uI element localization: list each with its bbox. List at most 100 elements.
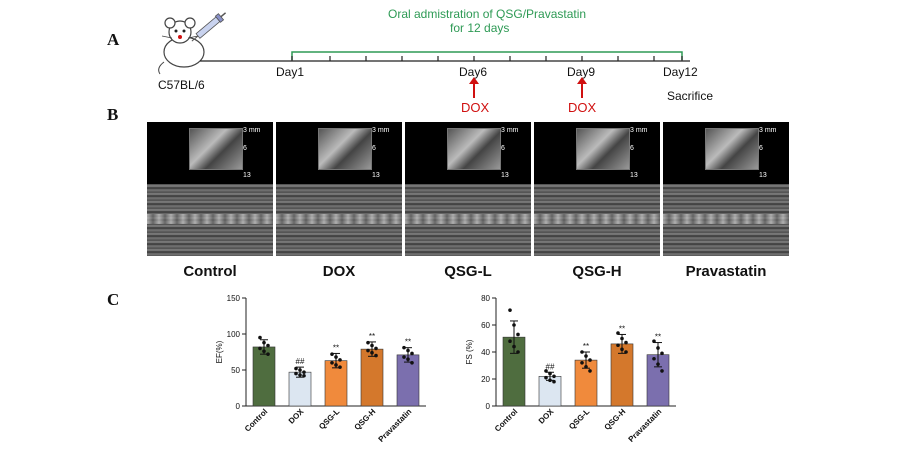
panel-c-letter: C: [107, 290, 120, 309]
mouse-syringe-icon: [158, 12, 227, 75]
x-tick-label: QSG-H: [352, 407, 377, 432]
data-point: [548, 371, 552, 376]
x-tick-label: Control: [493, 407, 519, 433]
day-label-9: Day9: [567, 65, 596, 79]
group-label-pravastatin: Pravastatin: [685, 263, 767, 280]
x-tick-label: Control: [243, 407, 269, 433]
y-tick-label: 50: [231, 366, 240, 375]
data-point: [298, 373, 302, 377]
data-point: [374, 353, 378, 358]
data-point: [584, 365, 588, 369]
x-tick-label: Pravastatin: [627, 407, 664, 444]
admin-text-line1: Oral admistration of QSG/Pravastatin: [388, 7, 587, 21]
significance-label: ##: [296, 357, 305, 366]
dox-arrow-2: [577, 77, 587, 98]
significance-label: **: [583, 342, 589, 351]
data-point: [508, 308, 512, 312]
data-point: [548, 378, 552, 383]
data-point: [656, 346, 660, 350]
significance-label: **: [369, 332, 375, 341]
data-point: [262, 349, 266, 354]
data-point: [620, 347, 624, 352]
data-point: [302, 373, 306, 378]
data-point: [410, 351, 414, 356]
data-point: [298, 368, 302, 372]
strain-label: C57BL/6: [158, 78, 205, 92]
data-point: [402, 355, 406, 359]
dox-label-1: DOX: [461, 100, 490, 115]
significance-label: **: [405, 338, 411, 347]
data-point: [624, 350, 628, 354]
dox-arrow-1: [469, 77, 479, 98]
x-tick-label: QSG-H: [602, 407, 627, 432]
echo-image-qsg-h: 3 mm 6 13: [534, 122, 660, 256]
data-point: [410, 361, 414, 365]
data-point: [656, 362, 660, 366]
data-point: [330, 361, 334, 365]
y-tick-label: 150: [227, 294, 241, 303]
x-tick-label: DOX: [537, 407, 556, 426]
timeline: [200, 51, 690, 98]
x-tick-label: QSG-L: [567, 407, 591, 431]
data-point: [258, 335, 262, 340]
data-point: [374, 346, 378, 351]
timeline-ticks: [291, 56, 683, 61]
y-tick-label: 60: [481, 321, 490, 330]
data-point: [294, 366, 298, 371]
data-point: [512, 344, 516, 349]
data-point: [516, 332, 520, 337]
data-point: [616, 343, 620, 348]
echo-image-qsg-l: 3 mm 6 13: [405, 122, 531, 256]
data-point: [544, 375, 548, 380]
data-point: [620, 336, 624, 341]
data-point: [544, 369, 548, 373]
y-tick-label: 20: [481, 375, 490, 384]
data-point: [580, 361, 584, 365]
data-point: [406, 357, 410, 361]
data-point: [652, 356, 656, 361]
data-point: [338, 358, 342, 362]
panel-a-letter: A: [107, 30, 120, 49]
data-point: [330, 352, 334, 356]
data-point: [584, 354, 588, 358]
y-tick-label: 100: [227, 330, 241, 339]
x-tick-label: QSG-L: [317, 407, 341, 431]
admin-bracket: [291, 51, 683, 60]
y-tick-label: 40: [481, 348, 490, 357]
data-point: [334, 363, 338, 367]
data-point: [616, 331, 620, 335]
data-point: [406, 348, 410, 353]
y-tick-label: 0: [236, 402, 241, 411]
data-point: [266, 352, 270, 356]
data-point: [624, 340, 628, 345]
data-point: [334, 355, 338, 359]
y-axis-label: FS (%): [465, 339, 474, 364]
sacrifice-label: Sacrifice: [667, 89, 714, 103]
echo-scale: 3 mm 6 13: [243, 127, 261, 179]
admin-text-line2: for 12 days: [450, 21, 510, 35]
data-point: [366, 340, 370, 345]
x-tick-label: Pravastatin: [377, 407, 414, 444]
group-label-control: Control: [183, 263, 237, 280]
echo-inset: [189, 128, 243, 170]
day-label-1: Day1: [276, 65, 305, 79]
data-point: [588, 358, 592, 362]
day-label-12: Day12: [663, 65, 698, 79]
group-label-dox: DOX: [322, 263, 356, 280]
fs-chart: 0 20 40 60 80 FS (%) Control ## DOX ** QSG-L ** QSG-…: [465, 294, 676, 444]
echo-image-pravastatin: 3 mm 6 13: [663, 122, 789, 256]
data-point: [588, 369, 592, 373]
data-point: [652, 339, 656, 343]
data-point: [660, 351, 664, 356]
data-point: [516, 350, 520, 354]
significance-label: **: [619, 324, 625, 333]
y-axis-label: EF(%): [215, 340, 224, 363]
group-label-qsg-l: QSG-L: [444, 263, 492, 280]
data-point: [262, 340, 266, 345]
data-point: [302, 370, 306, 374]
significance-label: **: [333, 343, 339, 352]
data-point: [338, 365, 342, 369]
panel-b-letter: B: [107, 105, 119, 124]
group-label-qsg-h: QSG-H: [572, 263, 622, 280]
y-tick-label: 0: [486, 402, 491, 411]
